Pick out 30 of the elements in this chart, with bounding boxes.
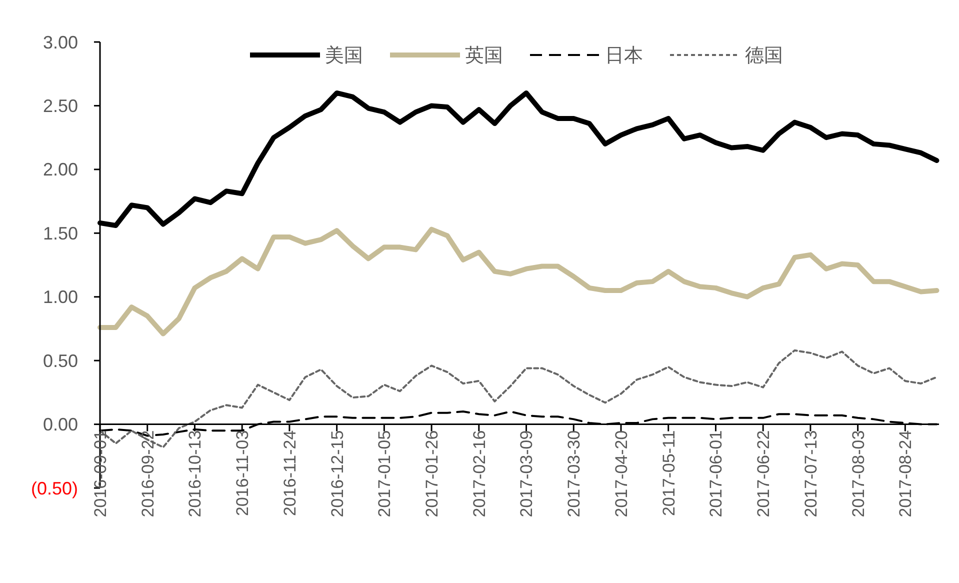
x-tick-label: 2017-01-26: [422, 430, 442, 518]
x-tick-label: 2017-07-13: [801, 430, 820, 518]
y-tick-label: 0.00: [42, 414, 78, 435]
y-tick-label: 3.00: [42, 32, 78, 52]
x-tick-label: 2017-08-03: [848, 430, 868, 518]
x-tick-label: 2016-09-01: [90, 430, 110, 518]
legend-label: 美国: [325, 44, 363, 67]
x-tick-label: 2017-03-30: [564, 430, 584, 518]
y-tick-label: (0.50): [30, 478, 78, 498]
x-tick-label: 2016-12-15: [328, 430, 347, 518]
y-tick-label: 0.50: [42, 350, 78, 371]
y-tick-label: 2.00: [42, 160, 78, 180]
x-tick-label: 2017-02-16: [470, 430, 489, 518]
x-tick-label: 2017-08-24: [896, 430, 916, 518]
y-tick-label: 1.00: [42, 287, 78, 308]
x-tick-label: 2017-03-09: [517, 430, 536, 518]
legend-label: 日本: [605, 46, 643, 67]
y-tick-label: 1.50: [42, 223, 78, 244]
x-tick-label: 2016-11-24: [280, 430, 300, 516]
x-tick-label: 2017-01-05: [375, 430, 394, 518]
legend-label: 英国: [465, 46, 503, 67]
x-tick-label: 2016-10-13: [186, 430, 205, 518]
y-tick-label: 2.50: [42, 96, 78, 116]
x-tick-label: 2016-11-03: [233, 430, 252, 516]
x-tick-label: 2016-09-22: [138, 430, 158, 518]
legend-label: 德国: [745, 46, 783, 67]
x-tick-label: 2017-06-22: [754, 430, 774, 518]
x-tick-label: 2017-05-11: [659, 430, 678, 516]
x-tick-label: 2017-04-20: [612, 430, 631, 518]
x-tick-label: 2017-06-01: [706, 430, 726, 518]
